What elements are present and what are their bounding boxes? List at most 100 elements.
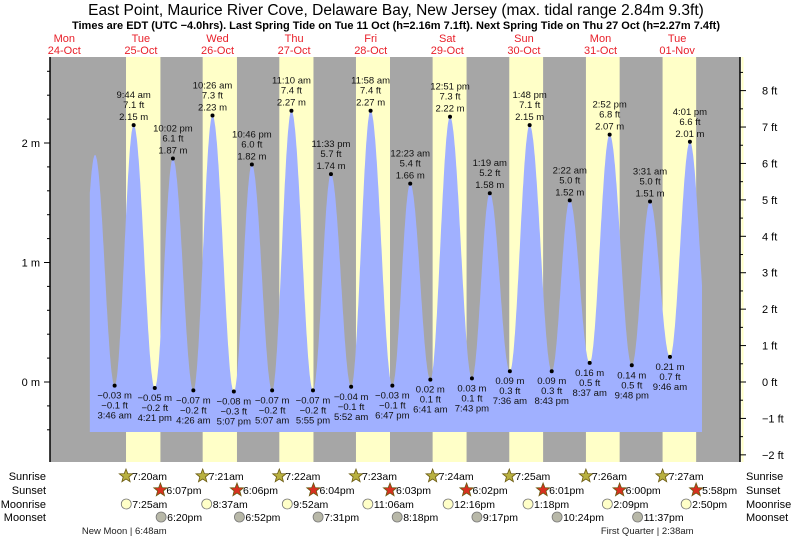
day-name: Tue — [668, 33, 687, 45]
high-tide-time: 9:44 am — [117, 90, 151, 101]
sunset-time: 6:03pm — [396, 485, 431, 497]
high-tide-m: 2.01 m — [675, 129, 704, 140]
day-date: 29-Oct — [431, 45, 464, 57]
sunset-star-icon — [382, 481, 398, 497]
high-tide-ft: 5.7 ft — [320, 149, 341, 160]
low-tide-ft: −0.3 ft — [220, 407, 247, 418]
low-tide-m: −0.03 m — [97, 391, 132, 402]
sunset-star-icon — [305, 481, 322, 497]
moonset-moon-icon — [155, 511, 167, 523]
high-tide-point — [368, 108, 373, 113]
left-tick-label: 2 m — [22, 138, 40, 150]
high-tide-point — [448, 114, 453, 119]
high-tide-ft: 7.4 ft — [360, 86, 381, 97]
low-tide-time: 9:48 pm — [615, 390, 649, 401]
right-tick-label: 8 ft — [762, 86, 777, 98]
day-name: Wed — [206, 33, 228, 45]
high-tide-m: 2.15 m — [119, 112, 148, 123]
day-date: 24-Oct — [48, 45, 81, 57]
right-tick-label: 5 ft — [762, 195, 777, 207]
moonset-time: 10:24pm — [563, 512, 604, 524]
high-tide-m: 2.27 m — [277, 98, 306, 109]
high-tide-time: 10:26 am — [193, 81, 233, 92]
low-tide-time: 6:47 pm — [375, 411, 409, 422]
low-tide-point — [349, 384, 354, 389]
high-tide-ft: 7.3 ft — [202, 91, 223, 102]
moonrise-row-label-right: Moonrise — [746, 499, 791, 511]
high-tide-point — [687, 139, 692, 144]
high-tide-m: 1.74 m — [316, 161, 345, 172]
sunset-time: 6:04pm — [319, 485, 354, 497]
day-date: 27-Oct — [278, 45, 311, 57]
moonset-moon-icon — [471, 511, 483, 523]
day-date: 01-Nov — [659, 45, 695, 57]
right-tick-label: 6 ft — [762, 158, 777, 170]
moonrise-moon-icon — [522, 498, 534, 510]
day-date: 31-Oct — [584, 45, 617, 57]
low-tide-ft: −0.1 ft — [338, 402, 365, 413]
high-tide-m: 1.66 m — [396, 171, 425, 182]
low-tide-m: 0.09 m — [537, 376, 566, 387]
sunrise-time: 7:21am — [209, 471, 244, 483]
low-tide-ft: 0.7 ft — [659, 372, 680, 383]
high-tide-time: 11:10 am — [272, 76, 311, 87]
moonrise-moon-icon — [120, 498, 132, 510]
low-tide-m: −0.08 m — [217, 397, 252, 408]
high-tide-point — [328, 172, 333, 177]
low-tide-point — [469, 376, 474, 381]
low-tide-ft: −0.2 ft — [141, 403, 168, 414]
high-tide-m: 1.87 m — [158, 146, 187, 157]
low-tide-m: −0.03 m — [375, 391, 410, 402]
high-tide-point — [487, 191, 492, 196]
sunrise-star-icon — [348, 467, 364, 483]
sunrise-star-icon — [654, 467, 671, 483]
day-date: 30-Oct — [507, 45, 540, 57]
low-tide-point — [587, 360, 592, 365]
high-tide-ft: 7.1 ft — [519, 100, 540, 111]
high-tide-ft: 5.2 ft — [479, 168, 500, 179]
tide-extremes: −0.03 m−0.1 ft3:46 am9:44 am7.1 ft2.15 m… — [97, 76, 707, 428]
sunset-time: 6:07pm — [166, 485, 201, 497]
high-tide-m: 1.51 m — [636, 189, 665, 200]
sunrise-row-label-right: Sunrise — [746, 471, 783, 483]
right-tick-label: −2 ft — [762, 450, 784, 462]
moon-phase-label: New Moon | 6:48am — [82, 526, 167, 537]
low-tide-time: 4:26 am — [176, 415, 210, 426]
low-tide-ft: 0.5 ft — [579, 378, 600, 389]
low-tide-time: 8:43 pm — [535, 396, 569, 407]
high-tide-point — [648, 199, 653, 204]
day-name: Fri — [364, 33, 377, 45]
low-tide-point — [270, 388, 275, 393]
moonrise-time: 9:52am — [293, 499, 328, 511]
day-name: Mon — [54, 33, 75, 45]
high-tide-time: 10:02 pm — [153, 124, 193, 135]
left-tick-label: 1 m — [22, 258, 40, 270]
moonset-moon-icon — [312, 511, 324, 523]
high-tide-m: 2.07 m — [595, 122, 624, 133]
high-tide-point — [607, 132, 612, 137]
high-tide-time: 12:51 pm — [430, 82, 470, 93]
chart-subtitle: Times are EDT (UTC −4.0hrs). Last Spring… — [72, 20, 720, 32]
high-tide-time: 2:22 am — [553, 165, 587, 176]
low-tide-ft: −0.1 ft — [379, 401, 406, 412]
high-tide-ft: 7.1 ft — [123, 100, 144, 111]
high-tide-ft: 5.0 ft — [559, 175, 580, 186]
moon-phase-label: First Quarter | 2:38am — [601, 526, 694, 537]
moonrise-time: 1:18pm — [534, 499, 569, 511]
right-tick-label: 0 ft — [762, 377, 777, 389]
high-tide-point — [289, 108, 294, 113]
day-name: Sat — [439, 33, 456, 45]
low-tide-m: 0.09 m — [495, 376, 524, 387]
sunrise-star-icon — [578, 467, 594, 483]
low-tide-point — [191, 388, 196, 393]
sunrise-star-icon — [271, 467, 288, 483]
low-tide-time: 3:46 am — [97, 411, 131, 422]
low-tide-ft: −0.2 ft — [180, 405, 207, 416]
low-tide-time: 9:46 am — [653, 382, 687, 393]
high-tide-ft: 6.0 ft — [241, 140, 262, 151]
moonset-moon-icon — [234, 511, 245, 523]
low-tide-time: 8:37 am — [573, 388, 607, 399]
moonrise-moon-icon — [201, 498, 213, 510]
high-tide-time: 4:01 pm — [673, 107, 707, 118]
high-tide-time: 11:33 pm — [312, 139, 351, 150]
